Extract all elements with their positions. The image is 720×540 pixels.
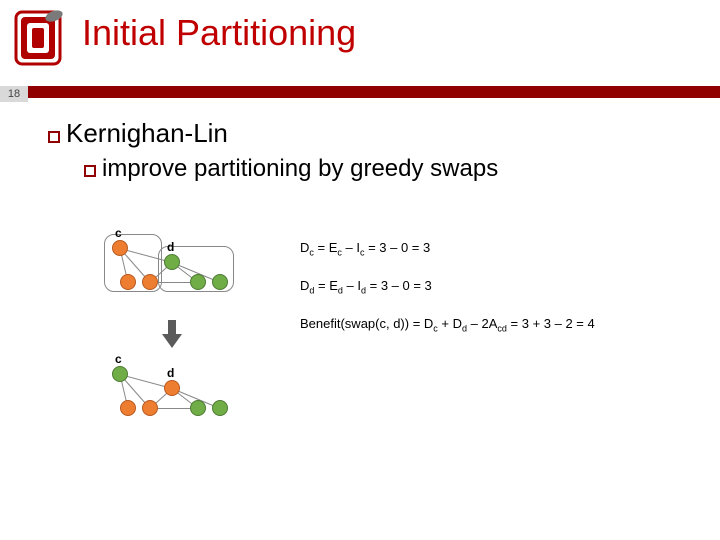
bullet1-text: Kernighan-Lin: [66, 118, 228, 148]
node-label: c: [115, 352, 122, 366]
graph-node: [190, 400, 206, 416]
graph-node: [112, 366, 128, 382]
node-label: d: [167, 366, 174, 380]
graph-node: [142, 274, 158, 290]
red-bar: [0, 86, 720, 98]
graph-node: [112, 240, 128, 256]
bullet-square-icon: [48, 131, 60, 143]
graph-node: [190, 274, 206, 290]
bullet2-text: improve partitioning by greedy swaps: [102, 155, 498, 182]
node-label: c: [115, 226, 122, 240]
node-label: d: [167, 240, 174, 254]
ohio-state-logo: [14, 6, 66, 73]
bullet-level-2: improve partitioning by greedy swaps: [84, 155, 700, 183]
graph-node: [212, 274, 228, 290]
graph-node: [120, 274, 136, 290]
equation-benefit: Benefit(swap(c, d)) = Dc + Dd – 2Acd = 3…: [300, 316, 595, 334]
bullet-square-icon: [84, 165, 96, 177]
graph-diagram-top: cd: [112, 240, 242, 300]
slide-title: Initial Partitioning: [82, 12, 356, 54]
graph-node: [120, 400, 136, 416]
equation-dd: Dd = Ed – Id = 3 – 0 = 3: [300, 278, 432, 296]
graph-node: [164, 380, 180, 396]
bullet-level-1: Kernighan-Lin: [48, 118, 700, 149]
page-number: 18: [0, 86, 28, 102]
arrow-down-icon: [162, 320, 182, 353]
header: Initial Partitioning: [0, 0, 720, 86]
graph-node: [164, 254, 180, 270]
graph-node: [212, 400, 228, 416]
graph-diagram-bottom: cd: [112, 366, 242, 426]
content-area: Kernighan-Lin improve partitioning by gr…: [48, 118, 700, 183]
graph-node: [142, 400, 158, 416]
equation-dc: Dc = Ec – Ic = 3 – 0 = 3: [300, 240, 430, 258]
